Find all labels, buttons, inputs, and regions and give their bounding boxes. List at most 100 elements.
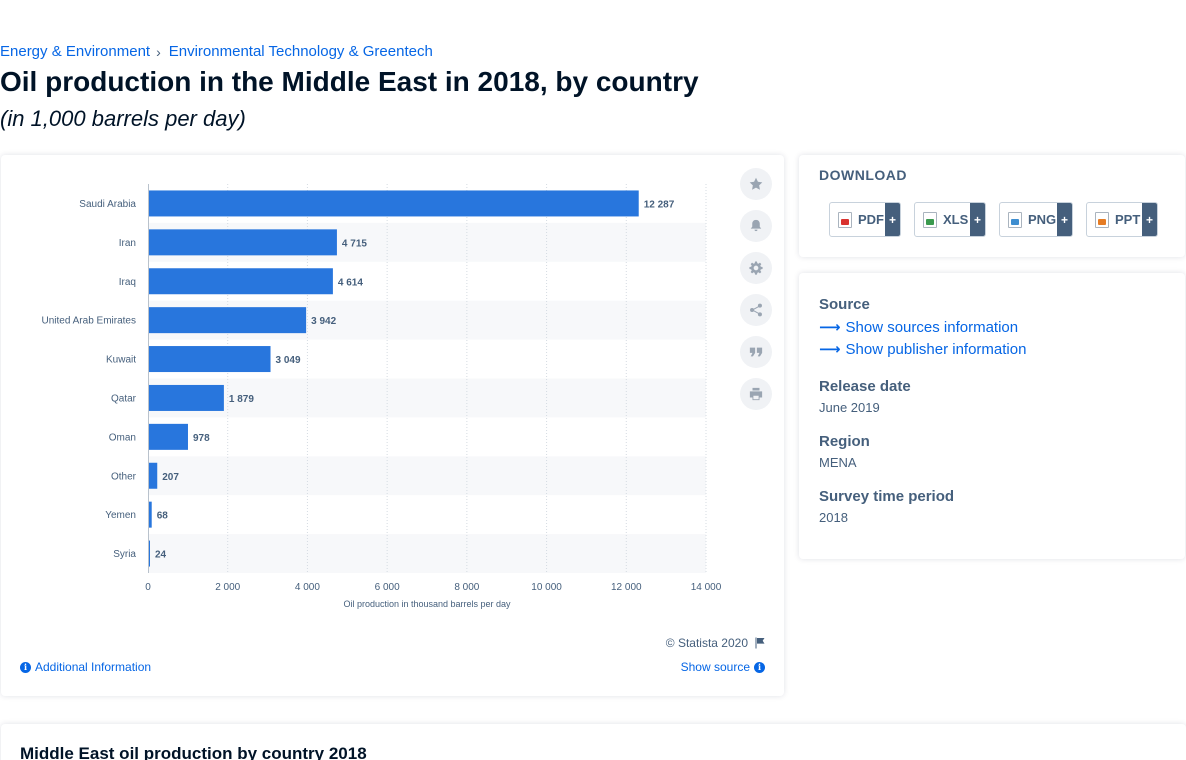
- category-label: Syria: [113, 549, 136, 560]
- description-card: Middle East oil production by country 20…: [1, 724, 1186, 760]
- download-xls-button[interactable]: XLS +: [914, 202, 986, 237]
- value-label: 978: [193, 433, 210, 444]
- additional-information-link[interactable]: i Additional Information: [20, 660, 151, 674]
- quote-icon: [749, 347, 763, 357]
- release-date-value: June 2019: [819, 400, 880, 415]
- row-stripe: [148, 534, 706, 573]
- category-label: Qatar: [111, 393, 137, 404]
- breadcrumb-energy-environment[interactable]: Energy & Environment: [0, 43, 151, 60]
- show-publisher-label: Show publisher information: [845, 340, 1027, 358]
- x-axis-title: Oil production in thousand barrels per d…: [343, 599, 511, 609]
- value-label: 4 715: [342, 238, 367, 249]
- notification-button[interactable]: [740, 210, 772, 242]
- region-label: Region: [819, 433, 870, 450]
- flag-icon[interactable]: [754, 637, 766, 649]
- x-tick-label: 8 000: [454, 582, 479, 593]
- show-publisher-link[interactable]: ⟶ Show publisher information: [819, 340, 1027, 359]
- download-pdf-button[interactable]: PDF +: [829, 202, 901, 237]
- star-icon: [749, 177, 763, 190]
- chart-card: Saudi Arabia 12 287 Iran 4 715 Iraq 4 614 Unit…: [1, 155, 784, 696]
- category-label: Kuwait: [106, 355, 136, 366]
- x-tick-label: 4 000: [295, 582, 320, 593]
- survey-period-label: Survey time period: [819, 488, 955, 505]
- value-label: 4 614: [338, 277, 363, 288]
- ppt-file-icon: [1095, 211, 1109, 228]
- download-heading: DOWNLOAD: [819, 167, 907, 183]
- category-label: United Arab Emirates: [42, 316, 137, 327]
- gear-icon: [749, 261, 763, 275]
- bar-oman: [149, 423, 188, 450]
- arrow-right-icon: ⟶: [819, 319, 841, 336]
- bar-iran: [149, 229, 337, 256]
- bar-iraq: [149, 268, 333, 295]
- bar-united-arab-emirates: [149, 307, 307, 334]
- favorite-button[interactable]: [740, 168, 772, 200]
- download-panel: DOWNLOAD PDF + XLS + PNG + PPT +: [799, 155, 1185, 257]
- x-tick-label: 10 000: [531, 582, 562, 593]
- row-stripe: [148, 456, 706, 496]
- show-source-link[interactable]: Show source i: [681, 660, 765, 674]
- copyright-text: © Statista 2020: [665, 636, 748, 650]
- value-label: 3 942: [311, 316, 336, 327]
- x-tick-label: 2 000: [215, 582, 240, 593]
- show-sources-label: Show sources information: [845, 318, 1019, 336]
- source-label: Source: [819, 296, 870, 313]
- bar-syria: [149, 540, 150, 567]
- print-button[interactable]: [740, 378, 772, 410]
- x-tick-label: 12 000: [611, 582, 642, 593]
- cite-button[interactable]: [740, 336, 772, 368]
- download-png-label: PNG: [1028, 212, 1057, 227]
- x-tick-label: 14 000: [691, 582, 722, 593]
- x-tick-label: 0: [145, 582, 151, 593]
- download-buttons: PDF + XLS + PNG + PPT +: [829, 202, 1158, 237]
- png-file-icon: [1008, 211, 1022, 228]
- category-label: Saudi Arabia: [79, 199, 136, 210]
- survey-period-section: Survey time period 2018: [819, 488, 954, 525]
- download-png-button[interactable]: PNG +: [999, 202, 1073, 237]
- value-label: 3 049: [276, 355, 301, 366]
- share-button[interactable]: [740, 294, 772, 326]
- breadcrumb-environmental-technology[interactable]: Environmental Technology & Greentech: [168, 43, 433, 60]
- value-label: 207: [162, 472, 179, 483]
- plus-icon: +: [885, 203, 900, 236]
- settings-button[interactable]: [740, 252, 772, 284]
- bell-icon: [750, 219, 762, 232]
- bar-qatar: [149, 384, 224, 411]
- category-label: Oman: [109, 432, 136, 443]
- bar-saudi-arabia: [149, 190, 639, 217]
- x-tick-label: 6 000: [375, 582, 400, 593]
- description-title: Middle East oil production by country 20…: [20, 744, 367, 760]
- region-value: MENA: [819, 455, 857, 470]
- value-label: 24: [155, 550, 167, 561]
- source-section: Source ⟶ Show sources information ⟶ Show…: [819, 296, 1026, 358]
- breadcrumb-separator: ›: [156, 43, 161, 60]
- copyright-notice: © Statista 2020: [666, 636, 766, 650]
- release-date-section: Release date June 2019: [819, 378, 911, 415]
- pdf-file-icon: [838, 211, 852, 228]
- bar-other: [149, 462, 158, 489]
- download-pdf-label: PDF: [858, 212, 884, 227]
- region-section: Region MENA: [819, 433, 870, 470]
- category-label: Iran: [119, 238, 136, 249]
- plus-icon: +: [1142, 203, 1157, 236]
- page-subtitle: (in 1,000 barrels per day): [0, 106, 246, 131]
- download-ppt-label: PPT: [1115, 212, 1141, 227]
- bar-kuwait: [149, 346, 271, 373]
- download-ppt-button[interactable]: PPT +: [1086, 202, 1158, 237]
- category-label: Yemen: [105, 510, 136, 521]
- value-label: 1 879: [229, 394, 254, 405]
- arrow-right-icon: ⟶: [819, 341, 841, 358]
- print-icon: [749, 387, 763, 401]
- info-icon: i: [20, 661, 31, 673]
- bar-chart: Saudi Arabia 12 287 Iran 4 715 Iraq 4 614 Unit…: [42, 184, 722, 609]
- plus-icon: +: [1057, 203, 1072, 236]
- page-title: Oil production in the Middle East in 201…: [0, 66, 699, 97]
- xls-file-icon: [923, 211, 937, 228]
- survey-period-value: 2018: [819, 510, 848, 525]
- release-date-label: Release date: [819, 378, 911, 395]
- show-sources-link[interactable]: ⟶ Show sources information: [819, 318, 1026, 337]
- breadcrumb: Energy & Environment › Environmental Tec…: [0, 43, 433, 60]
- bar-yemen: [149, 501, 152, 528]
- statistic-info-panel: Source ⟶ Show sources information ⟶ Show…: [799, 273, 1185, 559]
- category-label: Iraq: [119, 277, 136, 288]
